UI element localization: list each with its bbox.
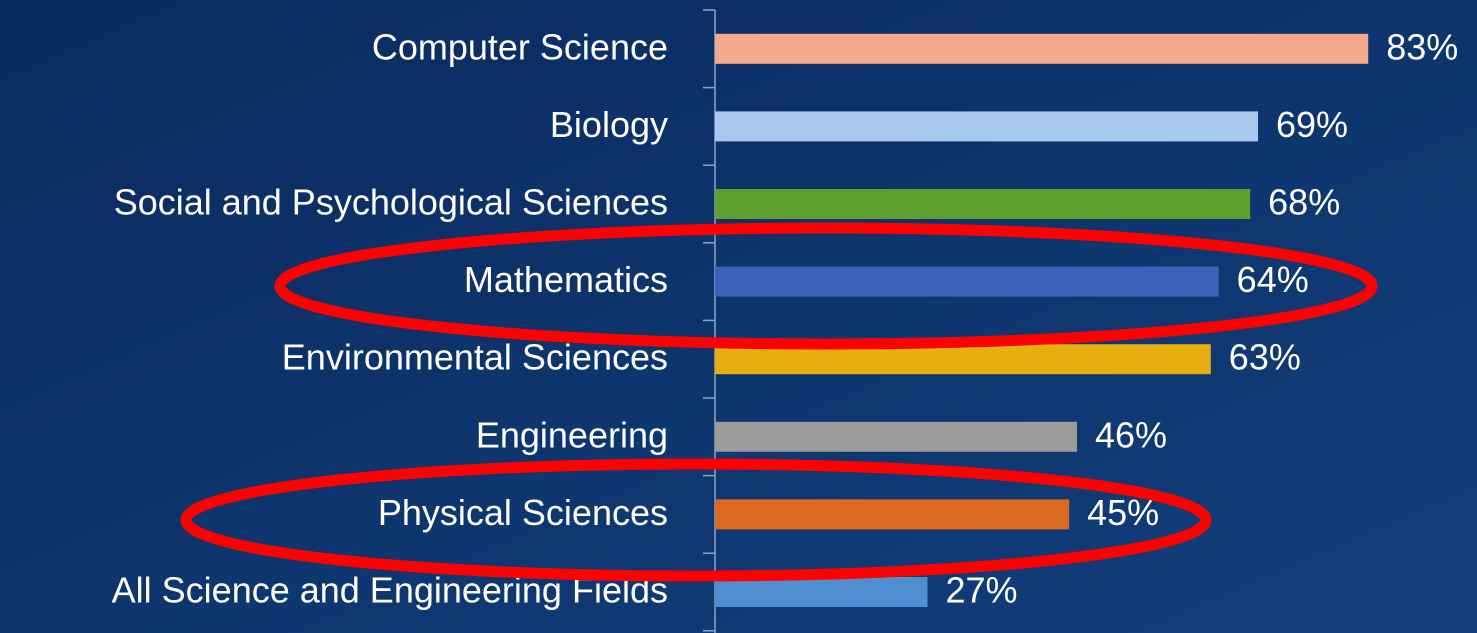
bar — [715, 189, 1251, 219]
category-label: Computer Science — [372, 26, 668, 67]
bar — [715, 266, 1219, 297]
plot: Computer Science 83% Biology 69% Social and … — [112, 26, 1459, 610]
bar — [715, 33, 1369, 64]
value-label: 83% — [1386, 26, 1458, 67]
value-label: 64% — [1237, 259, 1309, 300]
bar — [715, 111, 1259, 142]
value-label: 46% — [1095, 414, 1167, 455]
highlight-ellipse — [274, 222, 1378, 350]
category-label: Physical Sciences — [378, 492, 668, 533]
bar — [715, 499, 1070, 530]
category-label: Social and Psychological Sciences — [114, 182, 668, 223]
axis-ticks — [703, 9, 715, 632]
category-label: Engineering — [476, 414, 668, 455]
value-label: 69% — [1276, 104, 1348, 145]
bar — [715, 577, 928, 607]
bar — [715, 421, 1078, 452]
highlight-ellipse — [180, 458, 1212, 582]
category-label: Mathematics — [464, 259, 668, 300]
value-label: 68% — [1268, 182, 1340, 223]
value-label: 63% — [1229, 337, 1301, 378]
category-label: Biology — [550, 104, 668, 145]
value-label: 27% — [945, 570, 1017, 611]
